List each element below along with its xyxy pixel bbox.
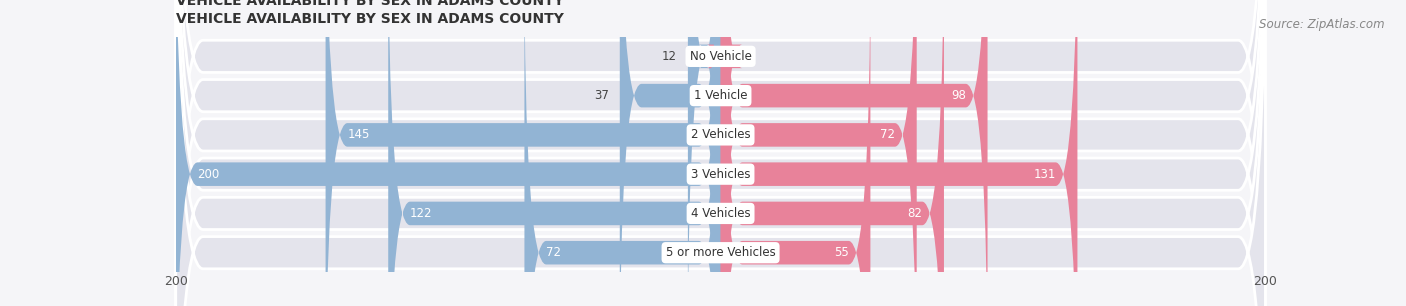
FancyBboxPatch shape [326,0,721,306]
Text: 82: 82 [907,207,922,220]
Text: 200: 200 [197,168,219,181]
FancyBboxPatch shape [688,0,721,306]
FancyBboxPatch shape [721,0,943,306]
Text: Source: ZipAtlas.com: Source: ZipAtlas.com [1260,18,1385,31]
Text: 72: 72 [880,129,896,141]
Text: 3: 3 [740,50,747,63]
FancyBboxPatch shape [620,0,721,306]
Text: 4 Vehicles: 4 Vehicles [690,207,751,220]
FancyBboxPatch shape [176,0,1265,306]
Text: 72: 72 [546,246,561,259]
Text: 3 Vehicles: 3 Vehicles [690,168,751,181]
FancyBboxPatch shape [176,0,1265,306]
Text: VEHICLE AVAILABILITY BY SEX IN ADAMS COUNTY: VEHICLE AVAILABILITY BY SEX IN ADAMS COU… [176,12,564,26]
Text: 131: 131 [1033,168,1056,181]
Text: No Vehicle: No Vehicle [689,50,752,63]
Text: 12: 12 [662,50,678,63]
Text: 55: 55 [834,246,849,259]
FancyBboxPatch shape [176,0,1265,306]
FancyBboxPatch shape [176,0,721,306]
FancyBboxPatch shape [388,0,721,306]
FancyBboxPatch shape [721,0,1077,306]
FancyBboxPatch shape [721,0,870,306]
Text: 37: 37 [593,89,609,102]
Text: 2 Vehicles: 2 Vehicles [690,129,751,141]
FancyBboxPatch shape [176,0,1265,306]
Text: 122: 122 [411,207,433,220]
FancyBboxPatch shape [707,0,742,306]
FancyBboxPatch shape [524,0,721,306]
FancyBboxPatch shape [721,0,917,306]
Text: VEHICLE AVAILABILITY BY SEX IN ADAMS COUNTY: VEHICLE AVAILABILITY BY SEX IN ADAMS COU… [176,0,564,9]
Text: 5 or more Vehicles: 5 or more Vehicles [665,246,776,259]
FancyBboxPatch shape [721,0,987,306]
Text: 1 Vehicle: 1 Vehicle [693,89,748,102]
FancyBboxPatch shape [176,0,1265,306]
FancyBboxPatch shape [176,0,1265,306]
Text: 145: 145 [347,129,370,141]
Text: 98: 98 [950,89,966,102]
